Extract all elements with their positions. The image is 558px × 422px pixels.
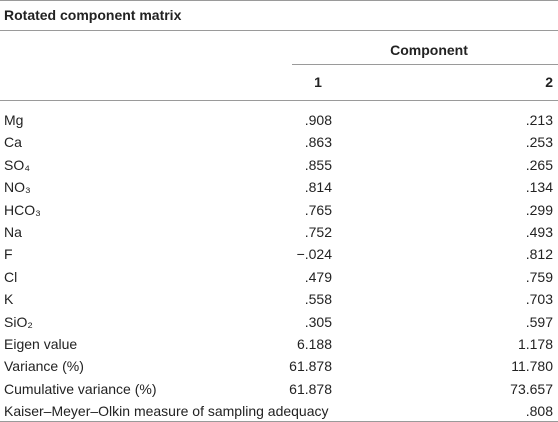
cell-value: 6.188 bbox=[296, 336, 332, 352]
row-label: HCO₃ bbox=[4, 201, 41, 218]
cell-value: 1.178 bbox=[517, 336, 553, 352]
cell-value: 73.657 bbox=[510, 380, 553, 397]
cell-value: .134 bbox=[525, 179, 553, 196]
cell-value: 61.878 bbox=[289, 358, 332, 375]
row-label: F bbox=[4, 246, 13, 263]
row-label: Eigen value bbox=[4, 336, 78, 352]
row-label: SiO₂ bbox=[4, 313, 33, 330]
cell-value: .597 bbox=[525, 313, 553, 330]
cell-value: .493 bbox=[525, 224, 553, 240]
cell-value: .814 bbox=[304, 179, 332, 196]
cell-value: 61.878 bbox=[289, 380, 332, 397]
cell-value: .855 bbox=[304, 156, 332, 173]
row-label: K bbox=[4, 291, 14, 308]
cell-value: .299 bbox=[525, 201, 553, 218]
cell-value: −.024 bbox=[296, 246, 332, 263]
row-label: Kaiser–Meyer–Olkin measure of sampling a… bbox=[4, 403, 329, 420]
cell-value: .253 bbox=[525, 134, 553, 151]
cell-value: .305 bbox=[304, 313, 332, 330]
header-rule bbox=[0, 100, 558, 101]
row-label: Variance (%) bbox=[4, 358, 84, 375]
cell-value: .759 bbox=[525, 268, 553, 285]
table-title: Rotated component matrix bbox=[4, 7, 182, 23]
cell-value: .558 bbox=[304, 291, 332, 308]
column-header: 1 bbox=[314, 74, 322, 90]
cell-value: .479 bbox=[304, 268, 332, 285]
cell-value: .863 bbox=[304, 134, 332, 151]
row-label: Na bbox=[4, 224, 22, 240]
group-header: Component bbox=[390, 42, 468, 58]
cell-value: .812 bbox=[525, 246, 553, 263]
cell-value: .703 bbox=[525, 291, 553, 308]
cell-value: .752 bbox=[304, 224, 332, 240]
group-rule bbox=[292, 64, 558, 65]
cell-value: .213 bbox=[525, 112, 553, 128]
row-label: Cumulative variance (%) bbox=[4, 380, 157, 397]
cell-value: .808 bbox=[525, 403, 553, 420]
cell-value: .265 bbox=[525, 156, 553, 173]
row-label: Cl bbox=[4, 268, 18, 285]
title-rule bbox=[0, 30, 558, 31]
top-rule bbox=[0, 0, 558, 1]
row-label: SO₄ bbox=[4, 156, 30, 173]
row-label: NO₃ bbox=[4, 179, 31, 196]
column-header: 2 bbox=[545, 74, 553, 90]
row-label: Ca bbox=[4, 134, 22, 151]
cell-value: 11.780 bbox=[511, 358, 553, 375]
cell-value: .765 bbox=[304, 201, 332, 218]
cell-value: .908 bbox=[304, 112, 332, 128]
row-label: Mg bbox=[4, 112, 24, 128]
